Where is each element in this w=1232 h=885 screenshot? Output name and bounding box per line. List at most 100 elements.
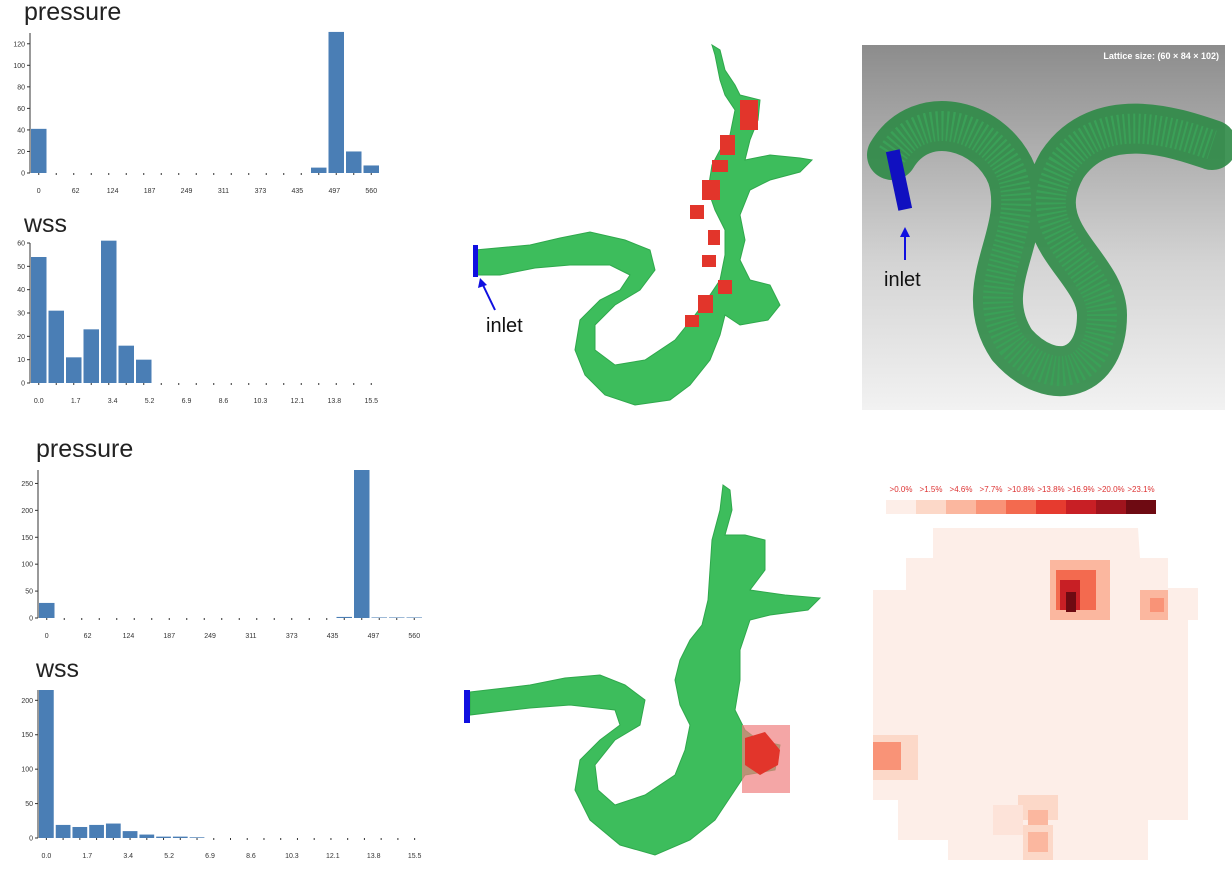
particle-render: Lattice size: (60 × 84 × 102) inlet xyxy=(862,45,1232,410)
y-tick-label: 20 xyxy=(17,149,25,156)
y-tick-label: 60 xyxy=(17,106,25,113)
y-tick-label: 150 xyxy=(21,732,33,739)
x-tick-label: 10.3 xyxy=(285,853,299,860)
vessel-svg xyxy=(464,484,822,856)
bar xyxy=(55,824,71,838)
bar xyxy=(156,836,171,838)
bar xyxy=(72,826,88,838)
x-tick-label: 373 xyxy=(286,633,298,640)
bar xyxy=(189,837,205,838)
x-tick-label: 0 xyxy=(45,633,49,640)
y-tick-label: 0 xyxy=(29,836,33,843)
x-tick-label: 373 xyxy=(255,188,267,195)
x-tick-label: 187 xyxy=(144,188,156,195)
y-tick-label: 0 xyxy=(21,171,25,178)
y-tick-label: 100 xyxy=(21,767,33,774)
bar xyxy=(83,329,99,383)
x-tick-label: 249 xyxy=(204,633,216,640)
y-tick-label: 30 xyxy=(17,311,25,318)
vessel-shape xyxy=(469,484,822,856)
chart-svg: 0 50 100 150 200 0.0 1.7 3.4 5.2 6.9 8.6 10.3 12.1 13… xyxy=(21,690,422,860)
x-tick-label: 560 xyxy=(365,188,377,195)
y-tick-label: 50 xyxy=(17,264,25,271)
chart-panel-1: pressure 0 20 40 60 80 100 120 0 62 124 187 249 311 3… xyxy=(0,0,400,210)
heat-cell xyxy=(1066,592,1076,612)
x-tick-label: 12.1 xyxy=(291,398,305,405)
x-tick-label: 497 xyxy=(328,188,340,195)
vessel-tube xyxy=(867,101,1232,396)
y-tick-label: 100 xyxy=(13,63,25,70)
heatmap-svg: >0.0% >1.5% >4.6% >7.7% >10.8% >13.8% >16.9% >2… xyxy=(873,485,1198,860)
inlet-marker xyxy=(464,690,470,723)
x-tick-label: 6.9 xyxy=(205,853,215,860)
x-tick-label: 1.7 xyxy=(82,853,92,860)
chart-panel-3: pressure 0 50 100 150 200 250 0 62 124 187 249 311 3… xyxy=(0,435,430,650)
inlet-marker xyxy=(473,245,478,277)
heatmap-hotspot xyxy=(873,560,1168,860)
x-tick-label: 15.5 xyxy=(364,398,378,405)
chart-title: wss xyxy=(24,210,68,238)
x-tick-label: 311 xyxy=(218,188,229,195)
legend-swatch xyxy=(946,500,976,514)
legend-swatch xyxy=(916,500,946,514)
bar xyxy=(105,823,121,838)
x-tick-label: 8.6 xyxy=(246,853,256,860)
y-tick-label: 20 xyxy=(17,334,25,341)
heat-cell xyxy=(873,742,901,770)
bar xyxy=(389,617,405,618)
x-tick-label: 62 xyxy=(72,188,80,195)
x-tick-label: 0 xyxy=(37,188,41,195)
y-tick-label: 150 xyxy=(21,535,33,542)
inlet-arrow xyxy=(481,282,496,311)
heatmap-panel: >0.0% >1.5% >4.6% >7.7% >10.8% >13.8% >16.9% >2… xyxy=(868,480,1228,870)
x-tick-label: 0.0 xyxy=(34,398,44,405)
legend-label: >4.6% xyxy=(950,485,973,494)
x-tick-label: 5.2 xyxy=(164,853,174,860)
bar xyxy=(39,602,55,618)
x-tick-label: 62 xyxy=(84,633,92,640)
inlet-label: inlet xyxy=(486,315,523,337)
x-tick-label: 3.4 xyxy=(108,398,118,405)
y-tick-label: 250 xyxy=(21,481,33,488)
x-tick-label: 13.8 xyxy=(327,398,341,405)
legend-swatch xyxy=(1036,500,1066,514)
legend-label: >7.7% xyxy=(980,485,1003,494)
chart-panel-2: wss 0 10 20 30 40 50 60 0.0 1.7 3.4 5.2 6.9 8.6 10.3 1… xyxy=(0,210,400,415)
y-tick-label: 40 xyxy=(17,127,25,134)
chart-title: pressure xyxy=(36,435,134,463)
x-tick-label: 15.5 xyxy=(408,853,422,860)
legend-swatch xyxy=(1066,500,1096,514)
chart-panel-4: wss 0 50 100 150 200 0.0 1.7 3.4 5.2 6.9 8.6 10.3 12… xyxy=(0,655,430,875)
bar xyxy=(31,257,47,383)
x-tick-label: 124 xyxy=(107,188,119,195)
highlight-region xyxy=(745,732,780,775)
heatmap-legend: >0.0% >1.5% >4.6% >7.7% >10.8% >13.8% >16.9% >2… xyxy=(886,485,1156,514)
legend-label: >16.9% xyxy=(1067,485,1094,494)
heat-cell xyxy=(993,805,1023,835)
legend-swatch xyxy=(1126,500,1156,514)
legend-swatch xyxy=(976,500,1006,514)
x-tick-label: 12.1 xyxy=(326,853,340,860)
x-tick-label: 0.0 xyxy=(42,853,52,860)
y-tick-label: 10 xyxy=(17,357,25,364)
vessel-render-top: inlet xyxy=(440,40,840,420)
chart-title: wss xyxy=(36,655,80,683)
x-tick-label: 8.6 xyxy=(219,398,229,405)
heat-cell xyxy=(1028,810,1048,825)
chart-svg: 0 50 100 150 200 250 0 62 124 187 249 311 373 435 497 5… xyxy=(21,470,422,640)
inlet-arrowhead xyxy=(900,227,910,237)
bar xyxy=(354,470,370,618)
chart-svg: 0 20 40 60 80 100 120 0 62 124 187 249 311 373 435 497 5… xyxy=(13,31,379,195)
heatmap-field xyxy=(873,528,1198,860)
x-tick-label: 560 xyxy=(408,633,420,640)
legend-swatch xyxy=(1096,500,1126,514)
y-tick-label: 50 xyxy=(25,801,33,808)
bar xyxy=(122,831,138,838)
legend-label: >23.1% xyxy=(1127,485,1154,494)
bar xyxy=(101,240,117,383)
x-tick-label: 10.3 xyxy=(254,398,268,405)
y-tick-label: 200 xyxy=(21,698,33,705)
bar xyxy=(336,616,352,618)
bar xyxy=(89,824,104,838)
y-tick-label: 0 xyxy=(21,381,25,388)
